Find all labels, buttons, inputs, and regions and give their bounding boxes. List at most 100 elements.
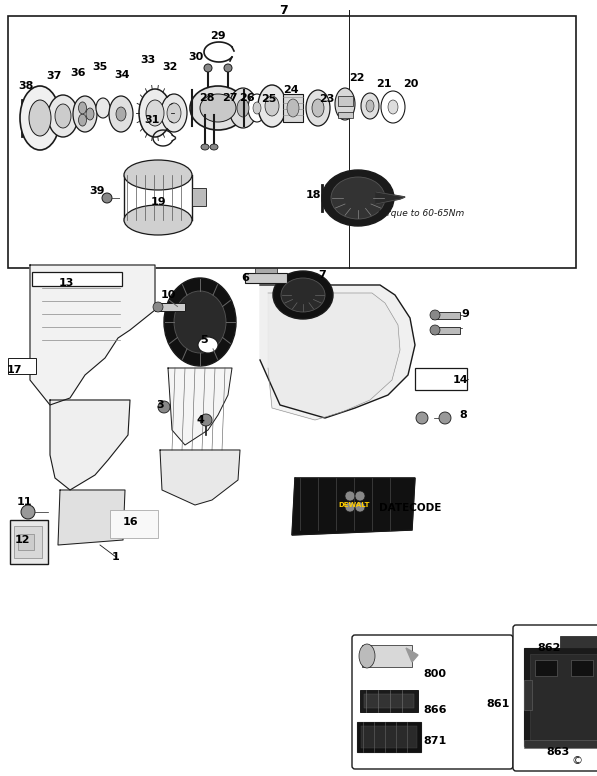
Polygon shape xyxy=(50,400,130,490)
Ellipse shape xyxy=(430,310,440,320)
Text: 34: 34 xyxy=(114,70,130,80)
Text: torque to 60-65Nm: torque to 60-65Nm xyxy=(378,209,464,217)
Bar xyxy=(8,16,576,268)
Text: 30: 30 xyxy=(189,52,204,62)
Text: 800: 800 xyxy=(423,669,446,679)
Ellipse shape xyxy=(200,414,212,426)
Text: 17: 17 xyxy=(6,365,21,375)
Ellipse shape xyxy=(355,491,365,501)
Ellipse shape xyxy=(198,337,218,353)
Ellipse shape xyxy=(116,107,126,121)
Ellipse shape xyxy=(201,144,209,150)
Bar xyxy=(110,510,158,538)
Bar xyxy=(362,645,412,667)
Text: 24: 24 xyxy=(283,85,299,95)
FancyBboxPatch shape xyxy=(513,625,597,771)
Ellipse shape xyxy=(430,325,440,335)
Text: 33: 33 xyxy=(140,55,156,65)
Ellipse shape xyxy=(281,278,325,312)
Bar xyxy=(571,660,593,676)
Bar xyxy=(432,327,460,334)
Ellipse shape xyxy=(331,177,385,219)
Text: 22: 22 xyxy=(349,73,365,83)
Ellipse shape xyxy=(248,94,266,122)
Bar xyxy=(10,520,48,564)
Bar xyxy=(530,654,597,740)
Ellipse shape xyxy=(190,86,246,130)
Ellipse shape xyxy=(21,505,35,519)
Polygon shape xyxy=(260,285,415,418)
Bar xyxy=(155,303,185,311)
Text: 19: 19 xyxy=(150,197,166,207)
Ellipse shape xyxy=(96,98,110,118)
Polygon shape xyxy=(406,648,418,662)
Ellipse shape xyxy=(146,100,164,126)
Text: 31: 31 xyxy=(144,115,159,125)
Ellipse shape xyxy=(366,100,374,112)
Bar xyxy=(32,272,122,286)
Ellipse shape xyxy=(20,86,60,150)
Ellipse shape xyxy=(73,96,97,132)
Bar xyxy=(338,96,353,106)
Text: 32: 32 xyxy=(162,62,178,72)
Bar xyxy=(245,273,287,283)
Bar xyxy=(120,165,196,227)
Text: 23: 23 xyxy=(319,94,335,104)
Bar xyxy=(18,534,34,550)
Text: 38: 38 xyxy=(19,81,33,91)
Ellipse shape xyxy=(78,114,87,126)
Text: ©: © xyxy=(572,756,583,766)
Text: 6: 6 xyxy=(241,273,249,283)
Ellipse shape xyxy=(86,108,94,120)
Text: 13: 13 xyxy=(59,278,73,288)
Ellipse shape xyxy=(48,95,78,137)
Text: 39: 39 xyxy=(89,186,104,196)
Ellipse shape xyxy=(153,302,163,312)
Bar xyxy=(357,722,421,752)
Bar xyxy=(361,726,417,748)
Ellipse shape xyxy=(253,102,261,114)
Ellipse shape xyxy=(265,96,279,116)
Ellipse shape xyxy=(55,104,71,128)
Ellipse shape xyxy=(78,102,87,114)
Text: 5: 5 xyxy=(200,335,208,345)
Polygon shape xyxy=(376,192,405,204)
Bar xyxy=(560,636,597,648)
Bar xyxy=(283,94,303,122)
Text: 35: 35 xyxy=(93,62,107,72)
Text: 28: 28 xyxy=(199,93,215,103)
Text: 863: 863 xyxy=(546,747,570,757)
Ellipse shape xyxy=(345,502,355,512)
Bar xyxy=(535,660,557,676)
Text: 18: 18 xyxy=(305,190,321,200)
Text: 16: 16 xyxy=(122,517,138,527)
Polygon shape xyxy=(168,368,232,445)
Ellipse shape xyxy=(200,94,236,122)
Text: 20: 20 xyxy=(404,79,418,89)
Ellipse shape xyxy=(237,99,249,117)
Ellipse shape xyxy=(139,89,171,137)
Bar xyxy=(255,268,277,273)
Text: 7: 7 xyxy=(279,4,288,16)
Ellipse shape xyxy=(158,401,170,413)
Ellipse shape xyxy=(210,144,218,150)
Bar xyxy=(14,526,42,558)
Text: 9: 9 xyxy=(461,309,469,319)
Bar xyxy=(415,368,467,390)
Bar xyxy=(360,690,418,712)
Bar xyxy=(524,740,597,748)
FancyBboxPatch shape xyxy=(352,635,513,769)
Bar xyxy=(192,188,206,206)
Text: DEWALT: DEWALT xyxy=(338,502,370,508)
Ellipse shape xyxy=(312,99,324,117)
Text: 862: 862 xyxy=(537,643,561,653)
Bar xyxy=(8,358,36,374)
Text: 37: 37 xyxy=(47,71,61,81)
Polygon shape xyxy=(30,265,155,405)
Text: 12: 12 xyxy=(14,535,30,545)
Ellipse shape xyxy=(359,644,375,668)
Ellipse shape xyxy=(258,85,286,127)
Ellipse shape xyxy=(345,491,355,501)
Ellipse shape xyxy=(287,99,299,117)
Ellipse shape xyxy=(109,96,133,132)
